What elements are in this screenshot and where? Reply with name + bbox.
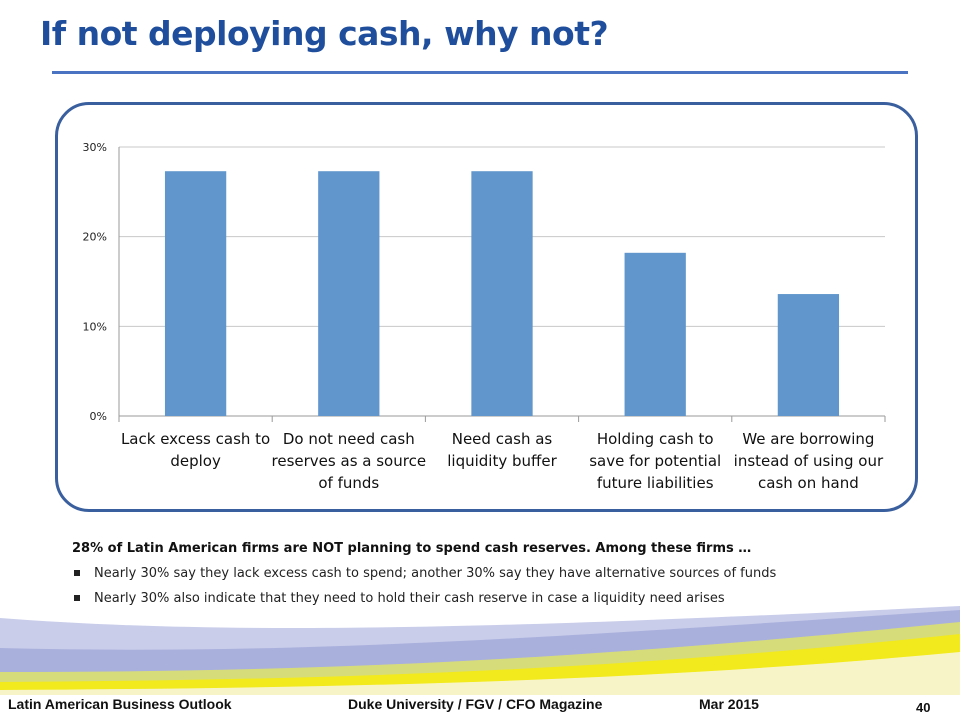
x-category-label-line: future liabilities	[597, 474, 714, 492]
footer: Latin American Business Outlook Duke Uni…	[0, 695, 960, 720]
bar	[164, 171, 227, 416]
bullet-text: Nearly 30% also indicate that they need …	[94, 591, 725, 606]
x-category-label-line: Do not need cash	[283, 430, 415, 448]
chart-frame: 0% 10% 20% 30% Lack excess cash to deploy Do n…	[55, 102, 918, 512]
x-category-label: Holding cash to save for potential future …	[589, 430, 721, 492]
bullet-square-icon	[74, 595, 80, 601]
x-category-label-line: of funds	[318, 474, 379, 492]
x-category-label: We are borrowing instead of using our cash…	[734, 430, 884, 492]
bar	[318, 171, 380, 416]
page-number: 40	[916, 700, 931, 715]
bullet-square-icon	[74, 570, 80, 576]
x-category-label: Lack excess cash to deploy	[121, 430, 270, 470]
bullet-item: Nearly 30% say they lack excess cash to …	[72, 566, 932, 581]
summary-lead: 28% of Latin American firms are NOT plan…	[72, 541, 752, 556]
x-category-label-line: save for potential	[589, 452, 721, 470]
x-category-label-line: instead of using our	[734, 452, 884, 470]
x-category-label-line: liquidity buffer	[447, 452, 557, 470]
y-tick-label: 30%	[83, 141, 107, 154]
bar	[624, 252, 686, 416]
bar	[471, 171, 533, 416]
x-category-label-line: Holding cash to	[597, 430, 714, 448]
footer-decoration	[0, 606, 960, 695]
y-tick-label: 0%	[90, 410, 107, 423]
x-category-label-line: deploy	[170, 452, 221, 470]
x-category-label-line: Lack excess cash to	[121, 430, 270, 448]
x-category-label-line: We are borrowing	[742, 430, 874, 448]
slide-title: If not deploying cash, why not?	[40, 14, 609, 53]
y-tick-label: 10%	[83, 320, 107, 333]
title-underline	[52, 71, 908, 74]
footer-left-text: Latin American Business Outlook	[8, 696, 232, 712]
x-category-label: Need cash as liquidity buffer	[447, 430, 557, 470]
footer-center-text: Duke University / FGV / CFO Magazine	[348, 696, 603, 712]
summary-block: 28% of Latin American firms are NOT plan…	[72, 541, 932, 616]
bullet-item: Nearly 30% also indicate that they need …	[72, 591, 932, 606]
bar-chart: 0% 10% 20% 30% Lack excess cash to deploy Do n…	[83, 141, 886, 492]
bar	[777, 294, 840, 416]
bullet-text: Nearly 30% say they lack excess cash to …	[94, 566, 777, 581]
x-category-label-line: Need cash as	[452, 430, 553, 448]
x-category-label-line: reserves as a source	[272, 452, 427, 470]
x-category-label-line: cash on hand	[758, 474, 859, 492]
y-tick-label: 20%	[83, 231, 107, 244]
x-category-label: Do not need cash reserves as a source of f…	[272, 430, 427, 492]
footer-date: Mar 2015	[699, 696, 759, 712]
